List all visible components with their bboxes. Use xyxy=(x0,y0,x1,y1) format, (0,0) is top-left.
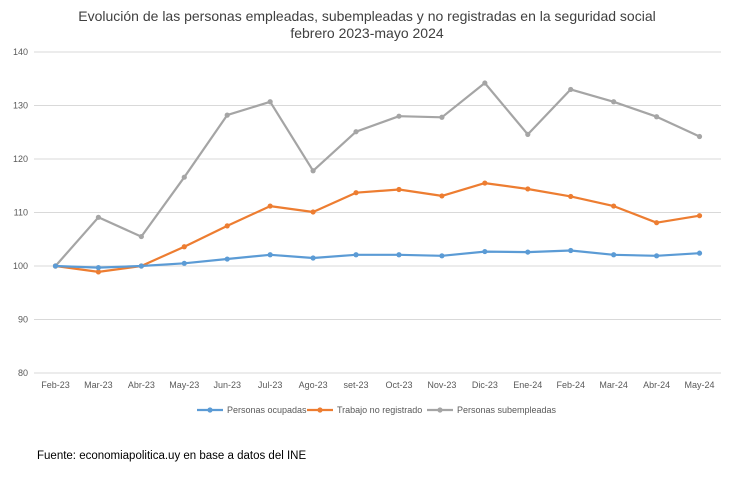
data-point xyxy=(568,193,574,200)
x-tick-label: May-23 xyxy=(169,380,199,390)
series-line xyxy=(54,81,700,267)
data-point xyxy=(482,80,488,86)
y-tick-label: 110 xyxy=(14,208,28,218)
data-point xyxy=(95,214,102,220)
data-point xyxy=(611,99,617,105)
data-point xyxy=(525,249,531,255)
data-point xyxy=(353,190,359,196)
y-tick-label: 140 xyxy=(13,47,28,57)
data-point xyxy=(439,114,445,120)
data-point xyxy=(224,112,230,118)
data-point xyxy=(138,263,144,269)
data-point xyxy=(525,131,531,137)
data-point xyxy=(568,247,574,254)
x-tick-label: Feb-24 xyxy=(556,380,585,390)
data-point xyxy=(224,256,230,262)
data-point xyxy=(310,168,316,174)
source-note: Fuente: economiapolitica.uy en base a da… xyxy=(37,450,307,462)
x-tick-label: Jul-23 xyxy=(258,380,283,390)
data-point xyxy=(396,252,402,258)
legend-marker xyxy=(207,407,213,413)
data-point xyxy=(482,248,488,255)
x-tick-label: Oct-23 xyxy=(385,380,412,390)
legend-label: Personas ocupadas xyxy=(227,405,307,415)
data-point xyxy=(224,223,230,229)
data-point xyxy=(267,252,273,258)
legend-label: Trabajo no registrado xyxy=(337,405,422,415)
x-tick-label: Ene-24 xyxy=(513,380,542,390)
data-point xyxy=(396,186,402,193)
data-point xyxy=(696,213,703,219)
data-point xyxy=(95,265,102,271)
data-point xyxy=(653,114,660,120)
data-point xyxy=(439,253,445,259)
data-point xyxy=(568,86,574,93)
data-point xyxy=(181,244,187,250)
data-point xyxy=(611,252,617,258)
data-point xyxy=(696,250,703,256)
data-point xyxy=(482,180,488,186)
data-point xyxy=(439,193,445,199)
legend-marker xyxy=(437,407,443,413)
x-tick-label: Abr-24 xyxy=(643,380,670,390)
data-point xyxy=(696,133,703,140)
y-tick-label: 100 xyxy=(13,261,28,271)
legend-label: Personas subempleadas xyxy=(457,405,557,415)
data-point xyxy=(310,255,316,261)
y-tick-label: 90 xyxy=(18,315,28,325)
series-line xyxy=(55,182,700,273)
data-point xyxy=(52,263,59,269)
data-point xyxy=(310,209,316,215)
x-tick-label: Feb-23 xyxy=(41,380,70,390)
x-tick-label: set-23 xyxy=(344,380,369,390)
y-tick-label: 120 xyxy=(13,154,28,164)
data-point xyxy=(138,233,144,240)
y-tick-label: 80 xyxy=(18,368,28,378)
x-tick-label: Nov-23 xyxy=(427,380,456,390)
y-tick-label: 130 xyxy=(13,101,28,111)
x-tick-label: Dic-23 xyxy=(472,380,498,390)
data-point xyxy=(353,252,359,258)
x-tick-label: May-24 xyxy=(685,380,715,390)
data-point xyxy=(181,174,187,180)
data-point xyxy=(95,269,102,275)
x-tick-label: Mar-23 xyxy=(84,380,113,390)
data-point xyxy=(353,129,359,135)
data-point xyxy=(267,203,273,209)
data-point xyxy=(181,260,187,266)
series-line xyxy=(55,249,700,269)
x-tick-label: Jun-23 xyxy=(213,380,241,390)
data-point xyxy=(396,113,402,119)
data-point xyxy=(653,220,660,226)
data-point xyxy=(525,186,531,192)
chart-title: Evolución de las personas empleadas, sub… xyxy=(78,8,656,24)
chart-subtitle: febrero 2023-mayo 2024 xyxy=(290,25,444,41)
x-tick-label: Ago-23 xyxy=(299,380,328,390)
data-point xyxy=(611,203,617,209)
data-point xyxy=(267,99,273,105)
x-tick-label: Abr-23 xyxy=(128,380,155,390)
legend-marker xyxy=(317,407,323,413)
x-tick-label: Mar-24 xyxy=(599,380,628,390)
data-point xyxy=(653,253,660,259)
